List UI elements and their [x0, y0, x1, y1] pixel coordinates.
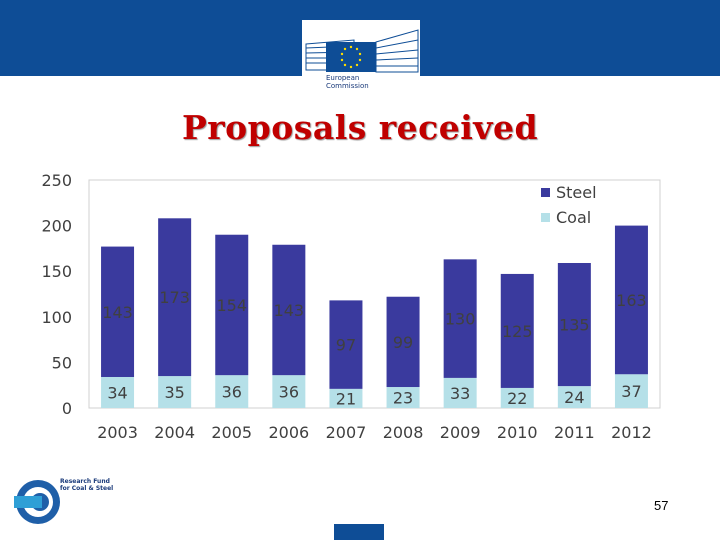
x-tick-label: 2007	[326, 423, 367, 442]
steel-data-label: 163	[616, 291, 647, 310]
x-tick-label: 2012	[611, 423, 652, 442]
coal-data-label: 36	[279, 383, 299, 402]
y-tick-label: 0	[62, 399, 72, 418]
european-commission-logo: European Commission	[302, 20, 420, 100]
x-tick-label: 2004	[154, 423, 195, 442]
steel-bar	[443, 259, 477, 378]
x-tick-label: 2005	[211, 423, 252, 442]
steel-bar	[158, 218, 192, 377]
steel-legend-label: Steel	[556, 183, 597, 202]
x-tick-label: 2009	[440, 423, 481, 442]
coal-bar	[329, 388, 363, 408]
coal-bar	[101, 376, 135, 408]
steel-data-label: 143	[102, 303, 133, 322]
coal-bar	[215, 375, 249, 408]
coal-data-label: 22	[507, 389, 527, 408]
coal-bar	[386, 387, 420, 408]
ec-building-icon	[305, 29, 419, 73]
research-fund-line1: Research Fund	[60, 478, 110, 485]
steel-bar	[272, 244, 306, 376]
coal-data-label: 37	[621, 382, 641, 401]
coal-bar	[158, 376, 192, 408]
coal-bar	[272, 375, 306, 408]
steel-data-label: 135	[559, 316, 590, 335]
steel-bar	[329, 300, 363, 389]
steel-data-label: 99	[393, 333, 413, 352]
bottom-tab	[334, 524, 384, 540]
coal-data-label: 21	[336, 389, 356, 408]
x-tick-label: 2011	[554, 423, 595, 442]
coal-bar	[557, 386, 591, 408]
steel-bar	[500, 273, 534, 388]
y-tick-label: 250	[41, 171, 72, 190]
steel-data-label: 143	[274, 301, 305, 320]
research-fund-line2: for Coal & Steel	[60, 485, 114, 492]
y-tick-label: 100	[41, 308, 72, 327]
x-tick-label: 2003	[97, 423, 138, 442]
coal-data-label: 23	[393, 389, 413, 408]
coal-legend-label: Coal	[556, 208, 591, 227]
steel-data-label: 154	[216, 296, 247, 315]
ec-logo-line2: Commission	[326, 82, 369, 90]
coal-bar	[614, 374, 648, 408]
coal-data-label: 35	[164, 383, 184, 402]
coal-bar	[443, 377, 477, 408]
x-tick-label: 2008	[383, 423, 424, 442]
x-tick-label: 2006	[268, 423, 309, 442]
coal-data-label: 34	[107, 383, 127, 402]
steel-legend-swatch	[541, 188, 550, 197]
page-title: Proposals received	[181, 108, 539, 147]
steel-bar	[557, 262, 591, 387]
research-fund-logo	[12, 474, 112, 530]
steel-bar	[614, 225, 648, 375]
steel-bar	[215, 234, 249, 376]
steel-data-label: 173	[159, 288, 190, 307]
steel-bar	[386, 296, 420, 388]
steel-data-label: 125	[502, 322, 533, 341]
research-fund-emblem-icon	[14, 480, 60, 524]
coal-legend-swatch	[541, 213, 550, 222]
coal-bar	[500, 387, 534, 408]
steel-data-label: 130	[445, 310, 476, 329]
y-tick-label: 50	[52, 353, 72, 372]
y-tick-label: 150	[41, 262, 72, 281]
coal-data-label: 24	[564, 388, 584, 407]
steel-bar	[101, 246, 135, 377]
ec-logo-text: European Commission	[326, 74, 369, 90]
ec-logo-line1: European	[326, 74, 360, 82]
research-fund-text: Research Fund for Coal & Steel	[60, 478, 113, 492]
coal-data-label: 36	[222, 383, 242, 402]
x-tick-label: 2010	[497, 423, 538, 442]
proposals-chart: 0 50 100 150 200 250 34 143 2003 35 173 2004 36 154 20…	[41, 171, 661, 442]
y-tick-label: 200	[41, 217, 72, 236]
page-number: 57	[654, 498, 669, 513]
steel-data-label: 97	[336, 336, 356, 355]
coal-data-label: 33	[450, 384, 470, 403]
